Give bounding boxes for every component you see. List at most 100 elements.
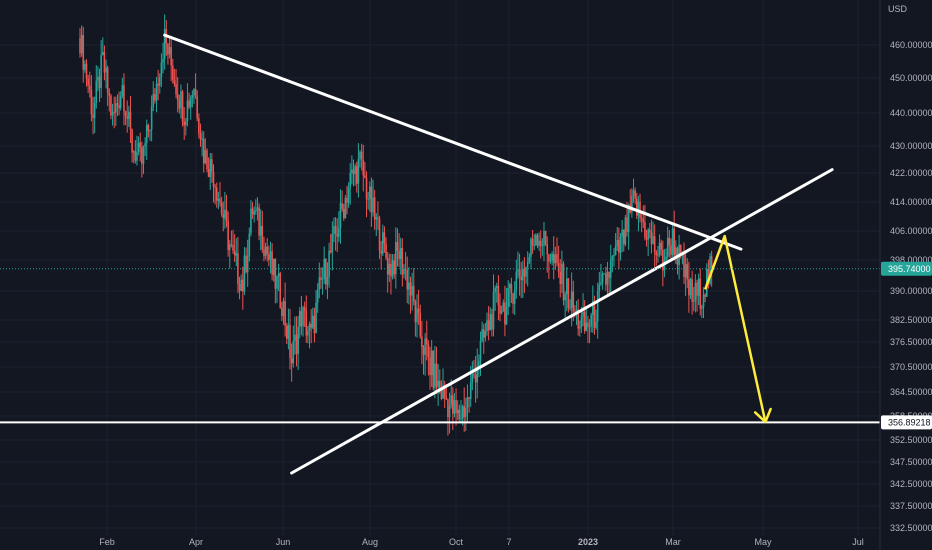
candle-body-down: [390, 263, 392, 277]
candle-body-down: [263, 249, 265, 256]
candle-body-down: [227, 220, 229, 250]
time-tick-label: Apr: [189, 537, 203, 547]
candle-body-up: [191, 95, 194, 98]
candle-body-down: [401, 248, 404, 275]
candle-body-down: [266, 246, 269, 255]
candle-body-down: [284, 300, 286, 326]
candle-body-down: [649, 229, 651, 233]
candle-body-down: [474, 374, 477, 383]
candle-body-up: [93, 103, 96, 119]
candle-body-down: [365, 177, 368, 200]
candle-body-up: [549, 260, 552, 262]
candle-body-down: [429, 357, 431, 376]
candle-body-down: [645, 237, 648, 240]
candle-body-down: [445, 397, 448, 400]
candle-body-down: [417, 308, 420, 314]
currency-label: USD: [888, 4, 908, 14]
candle-body-up: [624, 217, 627, 245]
candle-body-up: [585, 322, 588, 331]
candle-body-up: [308, 323, 311, 332]
candle-body-down: [310, 323, 312, 328]
candle-body-up: [476, 366, 479, 383]
projection-path[interactable]: [703, 234, 767, 423]
candle-body-down: [355, 166, 358, 184]
candle-body-down: [696, 282, 698, 296]
candle-body-up: [357, 158, 360, 184]
candle-body-up: [375, 217, 378, 220]
candle-body-down: [181, 91, 184, 122]
time-tick-label: Jul: [852, 537, 864, 547]
candle-body-up: [115, 103, 117, 113]
candle-body-up: [368, 186, 371, 199]
candle-body-down: [655, 251, 658, 256]
candle-body-up: [492, 292, 495, 330]
candle-body-down: [662, 249, 664, 271]
candle-body-up: [388, 263, 391, 275]
candle-body-up: [100, 55, 102, 89]
candle-body-up: [543, 230, 545, 246]
candle-body-down: [626, 217, 628, 232]
candle-body-down: [653, 236, 656, 252]
candle-body-up: [403, 268, 405, 275]
candle-body-up: [513, 289, 516, 304]
candle-body-up: [259, 225, 262, 236]
candle-body-up: [331, 233, 334, 253]
candle-body-down: [167, 43, 169, 55]
candle-body-down: [673, 228, 676, 256]
candle-body-up: [395, 242, 397, 275]
candle-body-down: [346, 197, 348, 203]
candle-body-down: [329, 250, 332, 253]
candle-body-up: [448, 404, 451, 418]
candle-body-up: [160, 62, 163, 78]
candle-body-up: [522, 269, 524, 281]
candle-body-down: [683, 252, 685, 278]
candle-body-up: [132, 151, 135, 153]
candle-body-down: [635, 198, 638, 216]
candle-body-down: [325, 258, 327, 285]
time-tick-label: Jun: [276, 537, 291, 547]
candle-body-up: [495, 286, 498, 288]
candle-body-down: [342, 208, 345, 219]
projection-arrowhead[interactable]: [753, 407, 772, 424]
candle-body-up: [416, 308, 418, 323]
candle-body-up: [302, 307, 304, 327]
candle-body-down: [536, 234, 539, 246]
candle-body-down: [194, 89, 197, 97]
candle-body-down: [188, 100, 190, 108]
candle-body-down: [108, 92, 111, 96]
candle-body-up: [246, 256, 249, 273]
candle-body-up: [105, 67, 107, 73]
price-tick-label: 440.00000: [890, 108, 932, 118]
candle-body-up: [505, 306, 508, 325]
descending-resistance-line[interactable]: [163, 33, 743, 251]
price-tick-label: 370.50000: [890, 362, 932, 372]
candle-body-up: [701, 307, 703, 309]
candle-body-up: [408, 282, 410, 290]
candle-body-up: [253, 211, 255, 215]
candle-body-down: [258, 207, 260, 236]
candle-body-down: [305, 310, 308, 336]
candle-body-down: [370, 186, 373, 213]
time-axis[interactable]: Feb Apr Jun Aug Oct 7 2023 Mar May Jul: [99, 537, 864, 547]
price-tick-label: 398.00000: [890, 255, 932, 265]
candle-body-up: [471, 373, 474, 383]
candle-body-up: [652, 236, 654, 245]
candle-body-up: [224, 209, 226, 219]
candle-body-down: [572, 291, 575, 312]
candle-body-down: [242, 279, 244, 292]
candle-body-up: [292, 340, 295, 364]
candle-body-down: [90, 89, 93, 114]
candle-body-up: [338, 228, 340, 237]
candle-body-down: [313, 315, 316, 334]
time-tick-label: 7: [506, 537, 511, 547]
candle-body-up: [287, 324, 290, 339]
candle-body-up: [570, 291, 573, 308]
candle-body-up: [526, 261, 529, 268]
candle-body-up: [530, 238, 532, 257]
candle-body-down: [622, 229, 625, 245]
candle-body-up: [616, 240, 619, 246]
candle-body-down: [432, 350, 435, 388]
candle-body-down: [196, 96, 199, 119]
candle-body-down: [421, 336, 423, 348]
